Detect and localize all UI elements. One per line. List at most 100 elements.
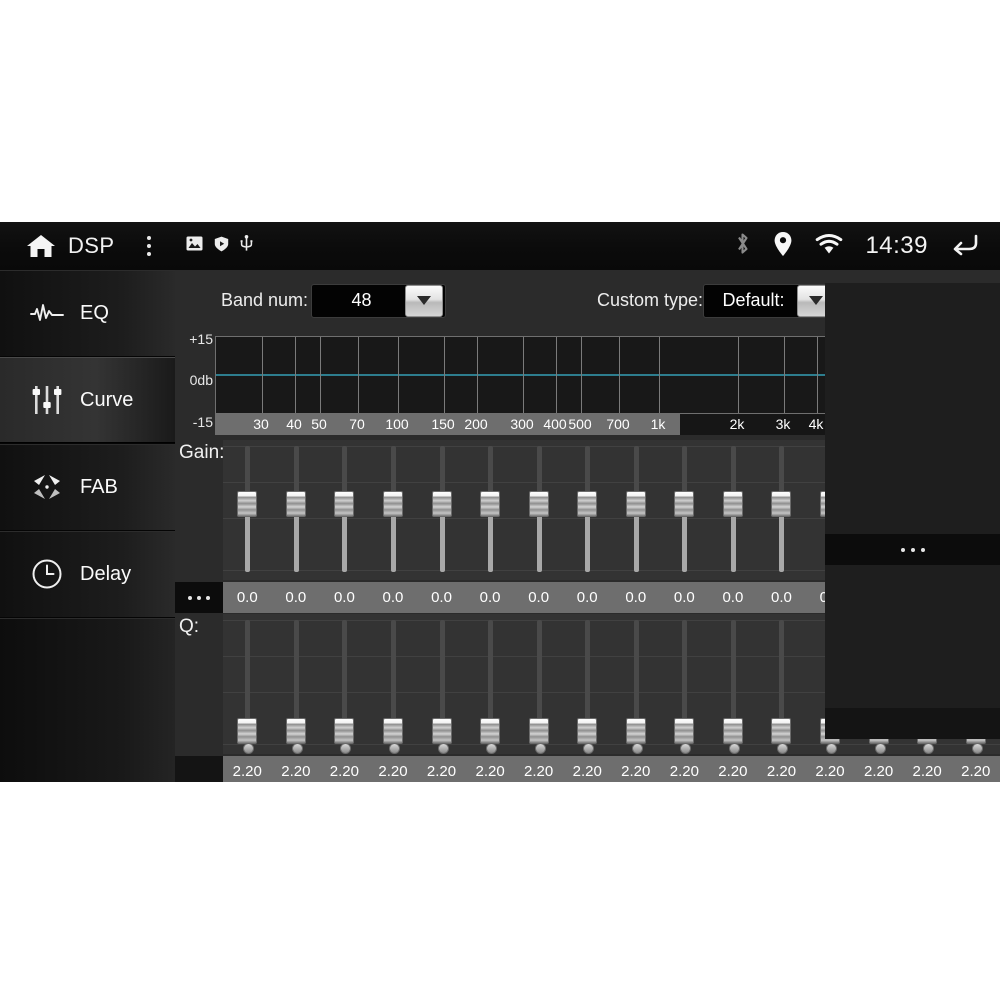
- slider-track-upper: [537, 620, 542, 728]
- slider-handle[interactable]: [723, 718, 743, 754]
- slider-track-upper: [634, 446, 639, 501]
- q-section-label: Q:: [179, 616, 200, 637]
- q-slider[interactable]: [674, 620, 694, 754]
- slider-track-upper: [779, 446, 784, 501]
- gain-slider[interactable]: [529, 446, 549, 572]
- q-slider[interactable]: [529, 620, 549, 754]
- slider-handle[interactable]: [529, 718, 549, 754]
- clock: 14:39: [865, 232, 928, 259]
- gain-slider[interactable]: [723, 446, 743, 572]
- q-slider[interactable]: [432, 620, 452, 754]
- slider-handle[interactable]: [432, 718, 452, 754]
- slider-handle[interactable]: [286, 718, 306, 754]
- shield-icon: [214, 236, 229, 257]
- q-row-spacer: [175, 756, 223, 782]
- sidebar-item-label: Delay: [80, 562, 132, 585]
- band-num-dropdown[interactable]: 48: [311, 283, 446, 318]
- slider-guide-line: [223, 656, 1000, 657]
- slider-handle[interactable]: [771, 718, 791, 754]
- q-value-cell: 2.20: [815, 763, 845, 780]
- gain-slider[interactable]: [626, 446, 646, 572]
- gain-slider[interactable]: [383, 446, 403, 572]
- slider-handle[interactable]: [432, 491, 452, 517]
- slider-track-lower: [634, 509, 639, 572]
- slider-handle[interactable]: [383, 491, 403, 517]
- slider-track-upper: [537, 446, 542, 501]
- sliders-icon: [30, 383, 64, 417]
- q-slider[interactable]: [723, 620, 743, 754]
- eq-toolbar: Band num: 48 Custom type: Default: Reset: [175, 270, 1000, 331]
- slider-handle[interactable]: [529, 491, 549, 517]
- slider-handle[interactable]: [723, 491, 743, 517]
- q-value-cell: 2.20: [718, 763, 748, 780]
- x-tick: 1k: [650, 416, 666, 432]
- gain-slider[interactable]: [577, 446, 597, 572]
- q-value-cell: 2.20: [426, 763, 457, 780]
- gain-slider[interactable]: [771, 446, 791, 572]
- band-num-label: Band num:: [221, 290, 309, 310]
- slider-guide-line: [223, 482, 1000, 483]
- slider-handle[interactable]: [286, 491, 306, 517]
- sidebar-item-eq[interactable]: EQ: [0, 270, 175, 357]
- chevron-down-icon[interactable]: [405, 284, 443, 317]
- q-slider[interactable]: [480, 620, 500, 754]
- slider-track-upper: [682, 620, 687, 728]
- slider-track-upper: [391, 620, 396, 728]
- q-slider[interactable]: [383, 620, 403, 754]
- back-arrow-icon[interactable]: [950, 232, 980, 261]
- gain-slider[interactable]: [334, 446, 354, 572]
- sidebar-item-delay[interactable]: Delay: [0, 531, 175, 618]
- gain-slider[interactable]: [480, 446, 500, 572]
- q-slider[interactable]: [286, 620, 306, 754]
- gain-more-left-button[interactable]: [175, 582, 223, 613]
- gain-value-cell: 0.0: [625, 589, 647, 606]
- slider-handle[interactable]: [577, 718, 597, 754]
- q-value-cell: 2.20: [378, 763, 408, 780]
- slider-handle[interactable]: [334, 491, 354, 517]
- gain-value-cell: 0.0: [722, 589, 744, 606]
- kebab-menu-icon[interactable]: [134, 233, 164, 259]
- slider-guide-line: [223, 620, 1000, 621]
- gain-more-right-button[interactable]: [825, 534, 1000, 565]
- chart-gridline: [817, 337, 818, 413]
- gain-slider[interactable]: [674, 446, 694, 572]
- slider-handle[interactable]: [771, 491, 791, 517]
- chart-gridline: [444, 337, 445, 413]
- slider-track-lower: [391, 509, 396, 572]
- slider-track-upper: [245, 620, 250, 728]
- slider-handle[interactable]: [626, 491, 646, 517]
- slider-handle[interactable]: [577, 491, 597, 517]
- slider-handle[interactable]: [334, 718, 354, 754]
- slider-handle[interactable]: [237, 718, 257, 754]
- q-slider[interactable]: [626, 620, 646, 754]
- gain-slider[interactable]: [432, 446, 452, 572]
- status-mini-icons: [186, 235, 253, 257]
- slider-handle[interactable]: [237, 491, 257, 517]
- q-value-cell: 2.20: [912, 763, 942, 780]
- x-axis-highlight: [215, 414, 680, 435]
- x-tick: 2k: [729, 416, 745, 432]
- slider-handle[interactable]: [480, 718, 500, 754]
- slider-track-lower: [245, 509, 250, 572]
- slider-handle[interactable]: [480, 491, 500, 517]
- chart-gridline: [262, 337, 263, 413]
- slider-handle[interactable]: [626, 718, 646, 754]
- gain-slider[interactable]: [237, 446, 257, 572]
- q-value-cell: 2.20: [572, 763, 602, 780]
- slider-handle[interactable]: [674, 491, 694, 517]
- sidebar-item-curve[interactable]: Curve: [0, 357, 175, 444]
- q-slider[interactable]: [334, 620, 354, 754]
- slider-handle[interactable]: [383, 718, 403, 754]
- slider-handle[interactable]: [674, 718, 694, 754]
- sidebar-item-fab[interactable]: FAB: [0, 444, 175, 531]
- home-icon[interactable]: [26, 233, 56, 259]
- q-slider[interactable]: [237, 620, 257, 754]
- q-slider[interactable]: [577, 620, 597, 754]
- sidebar: EQ Curve: [0, 270, 175, 782]
- custom-type-dropdown[interactable]: Default:: [703, 283, 838, 318]
- q-slider[interactable]: [771, 620, 791, 754]
- slider-track-upper: [585, 620, 590, 728]
- slider-track-upper: [488, 446, 493, 501]
- sidebar-item-label: Curve: [80, 388, 134, 411]
- gain-slider[interactable]: [286, 446, 306, 572]
